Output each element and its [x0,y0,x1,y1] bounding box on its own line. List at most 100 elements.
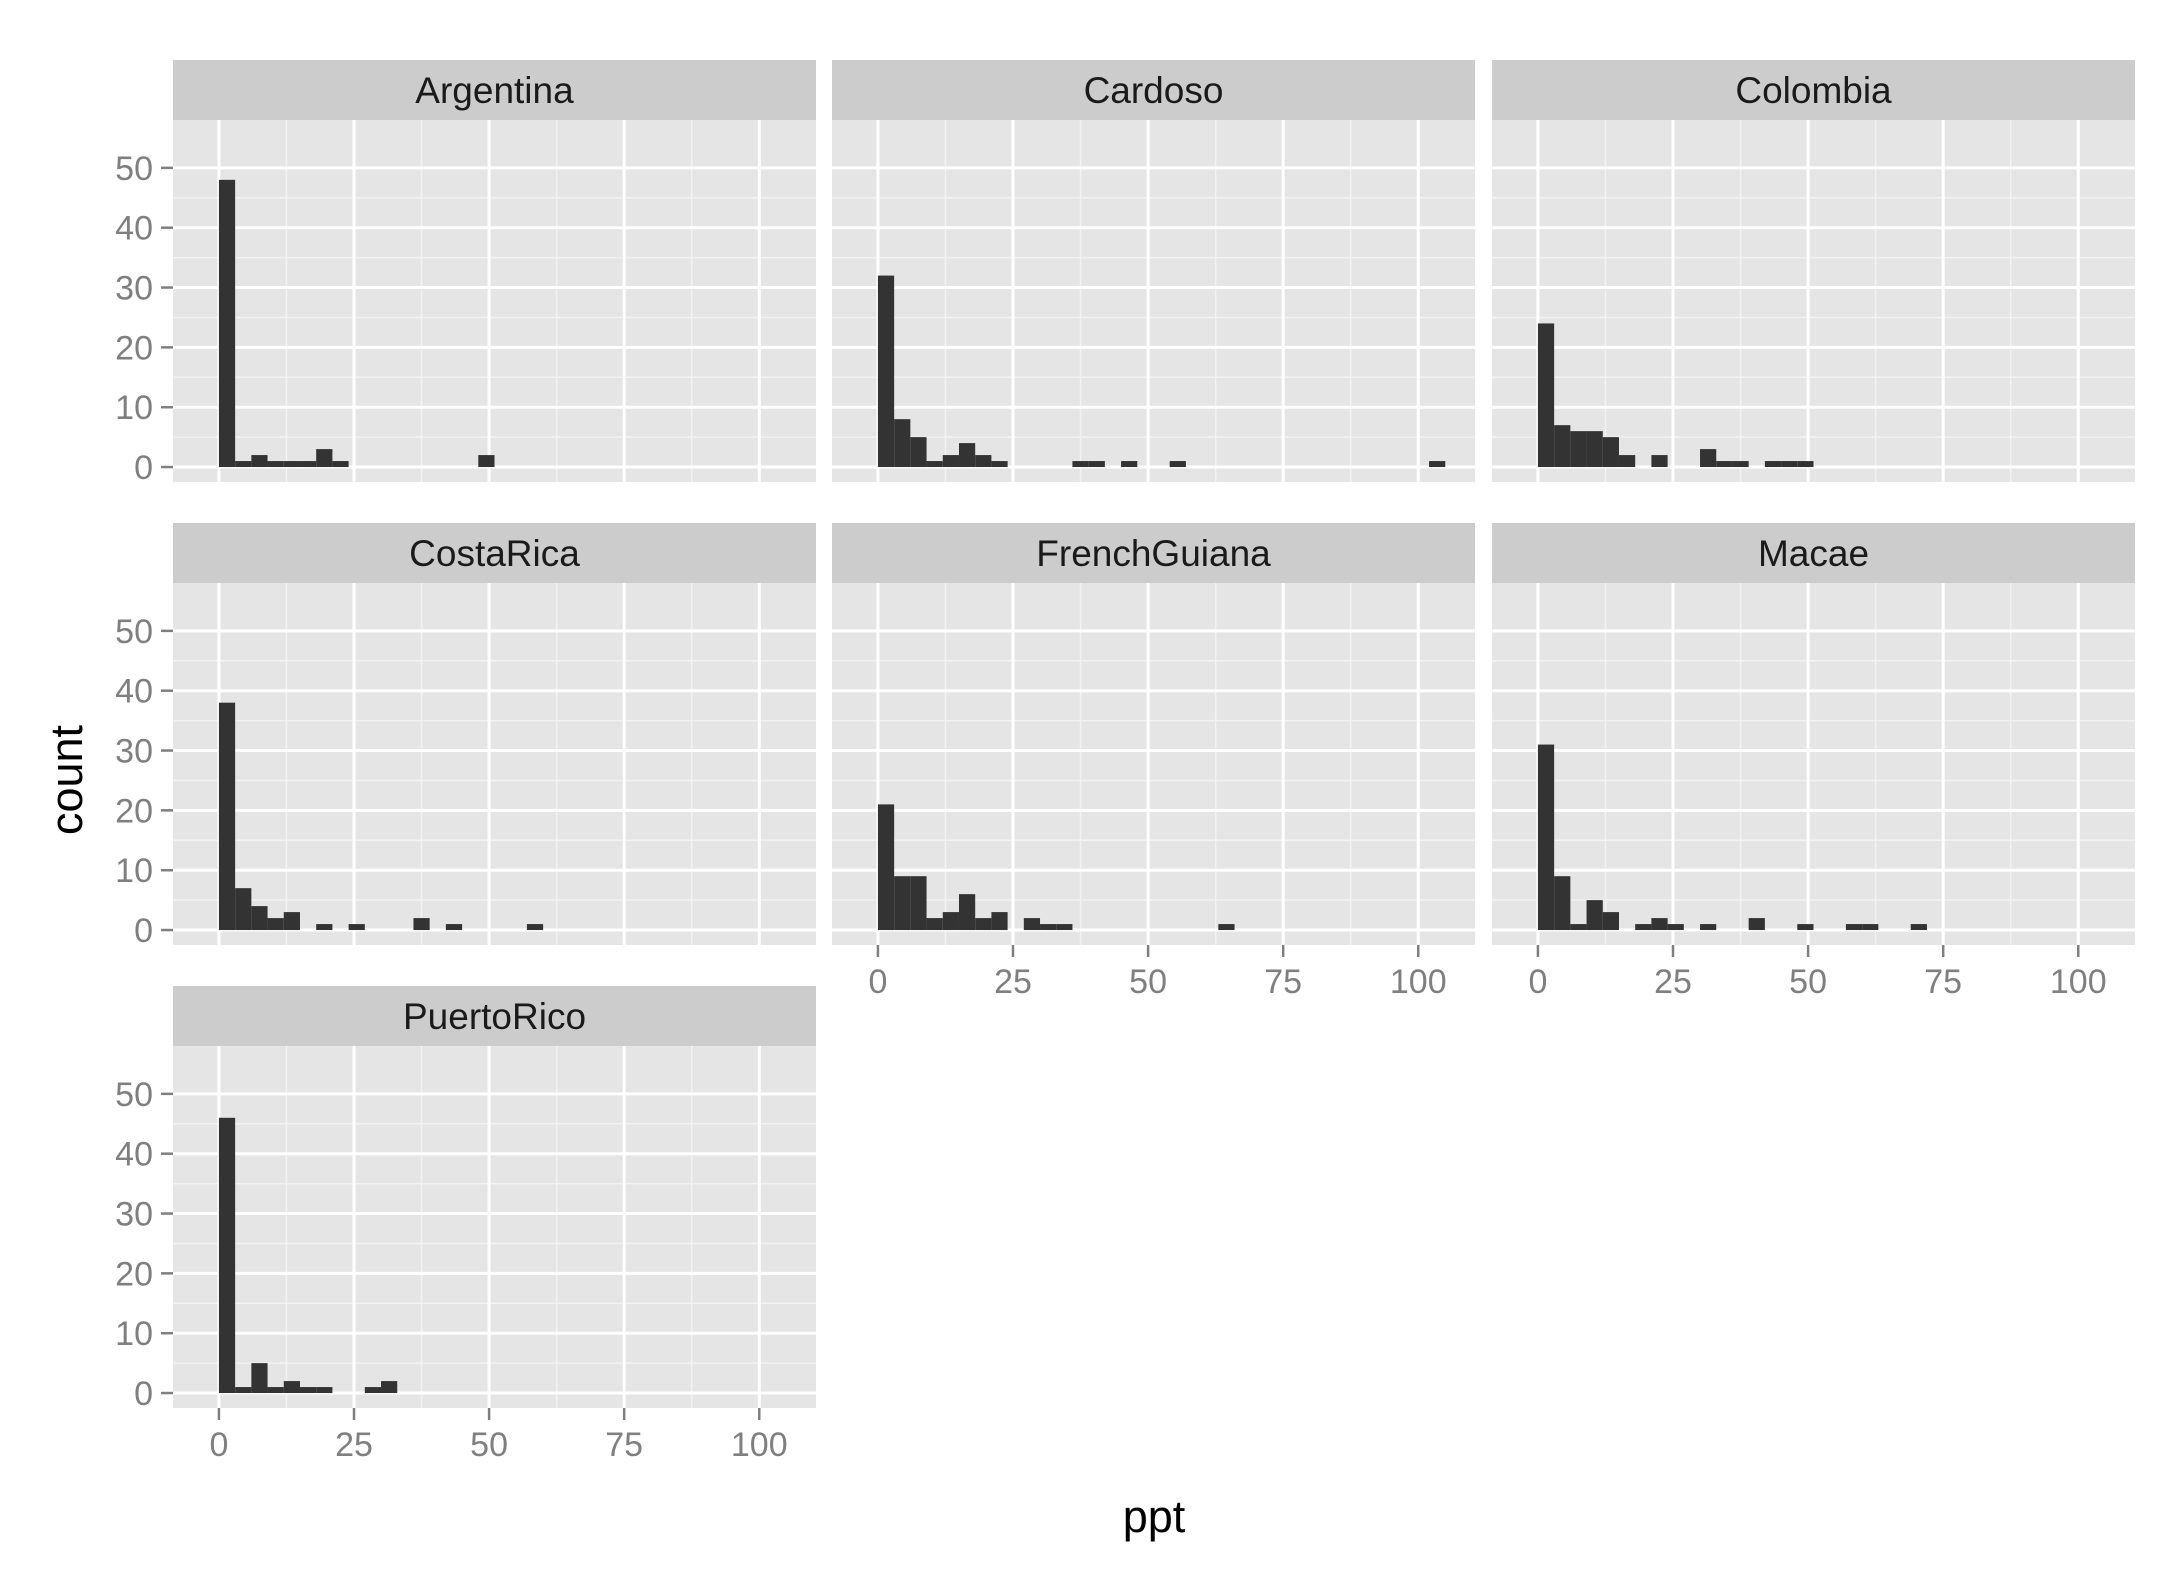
x-tick-label: 25 [1654,963,1692,1001]
histogram-bar [1748,918,1765,931]
x-tick-label: 50 [1129,963,1167,1001]
histogram-bar [1554,876,1571,931]
strip-label: Macae [1758,533,1869,574]
histogram-bar [1602,437,1619,468]
histogram-bar [1635,924,1652,931]
x-tick-label: 100 [731,1426,788,1464]
histogram-bar [1121,461,1138,468]
x-tick-label: 25 [994,963,1032,1001]
y-tick-label: 40 [115,1136,153,1174]
histogram-bar [1586,900,1603,931]
facet-panel-macae: Macae [1492,523,2135,945]
histogram-bar [1781,461,1798,468]
panel-background [832,120,1475,482]
histogram-bar [1537,744,1555,931]
facet-panel-colombia: Colombia [1492,60,2135,482]
x-tick-label: 75 [1924,963,1962,1001]
histogram-bar [1764,461,1782,468]
histogram-bar [299,1387,317,1394]
strip-background [1492,60,2135,120]
histogram-bar [958,894,976,931]
histogram-bar [894,876,911,931]
facet-panel-costarica: CostaRica [173,523,816,945]
histogram-bar [1716,461,1733,468]
x-tick-label: 0 [868,963,887,1001]
y-tick-label: 0 [134,1375,153,1413]
histogram-bar [1700,924,1717,931]
histogram-bar [267,918,284,931]
histogram-bar [218,179,236,468]
histogram-bar [316,924,333,931]
panel-background [1492,120,2135,482]
facet-panels: Argentina Cardoso Colombia CostaRica FrenchG… [173,60,2135,1408]
strip-background [173,60,816,120]
histogram-bar [1023,918,1041,931]
histogram-bar [381,1381,398,1394]
y-tick-label: 20 [115,1255,153,1293]
histogram-bar [1169,461,1186,468]
y-tick-label: 10 [115,389,153,427]
panel-background [1492,583,2135,945]
histogram-bar [1218,924,1235,931]
y-tick-label: 30 [115,733,153,771]
y-tick-label: 10 [115,1315,153,1353]
strip-label: Argentina [415,70,574,111]
histogram-bar [1910,924,1927,931]
strip-background [1492,523,2135,583]
facet-panel-puertorico: PuertoRico [173,986,816,1408]
histogram-bar [283,1381,300,1394]
histogram-bar [251,455,268,468]
y-tick-label: 50 [115,150,153,188]
panel-background [173,120,816,482]
y-tick-label: 0 [134,449,153,487]
histogram-bar [877,804,895,931]
histogram-bar [1797,461,1814,468]
x-tick-label: 50 [1789,963,1827,1001]
x-tick-label: 75 [1264,963,1302,1001]
histogram-bar [445,924,463,931]
y-tick-label: 20 [115,329,153,367]
histogram-bar [1862,924,1879,931]
y-tick-label: 50 [115,1076,153,1114]
strip-label: CostaRica [409,533,580,574]
histogram-bar [332,461,349,468]
histogram-bar [478,455,495,468]
histogram-bar [1570,431,1587,468]
histogram-bar [413,918,430,931]
histogram-bar [926,461,943,468]
histogram-bar [299,461,317,468]
facet-panel-frenchguiana: FrenchGuiana [832,523,1475,945]
histogram-bar [910,876,927,931]
x-axis-title: ppt [1123,1491,1186,1542]
histogram-bar [1072,461,1089,468]
histogram-bar [877,275,895,468]
strip-background [173,986,816,1046]
x-tick-label: 100 [1390,963,1447,1001]
histogram-bar [975,455,992,468]
histogram-bar [1845,924,1863,931]
histogram-bar [251,1363,268,1394]
histogram-bar [218,1117,236,1394]
histogram-bar [910,437,927,468]
histogram-bar [1537,323,1555,468]
histogram-bar [251,906,268,931]
panel-background [832,583,1475,945]
x-tick-label: 75 [605,1426,643,1464]
histogram-bar [235,461,252,468]
panel-background [173,1046,816,1408]
histogram-bar [1700,449,1717,468]
histogram-bar [267,1387,284,1394]
y-tick-label: 0 [134,912,153,950]
histogram-bar [894,419,911,468]
histogram-bar [1088,461,1105,468]
histogram-bar [942,455,959,468]
facet-panel-cardoso: Cardoso [832,60,1475,482]
histogram-bar [348,924,365,931]
y-tick-label: 40 [115,673,153,711]
histogram-bar [364,1387,382,1394]
strip-label: Colombia [1735,70,1892,111]
y-tick-label: 30 [115,1196,153,1234]
histogram-bar [1429,461,1446,468]
facet-panel-argentina: Argentina [173,60,816,482]
y-tick-label: 10 [115,852,153,890]
